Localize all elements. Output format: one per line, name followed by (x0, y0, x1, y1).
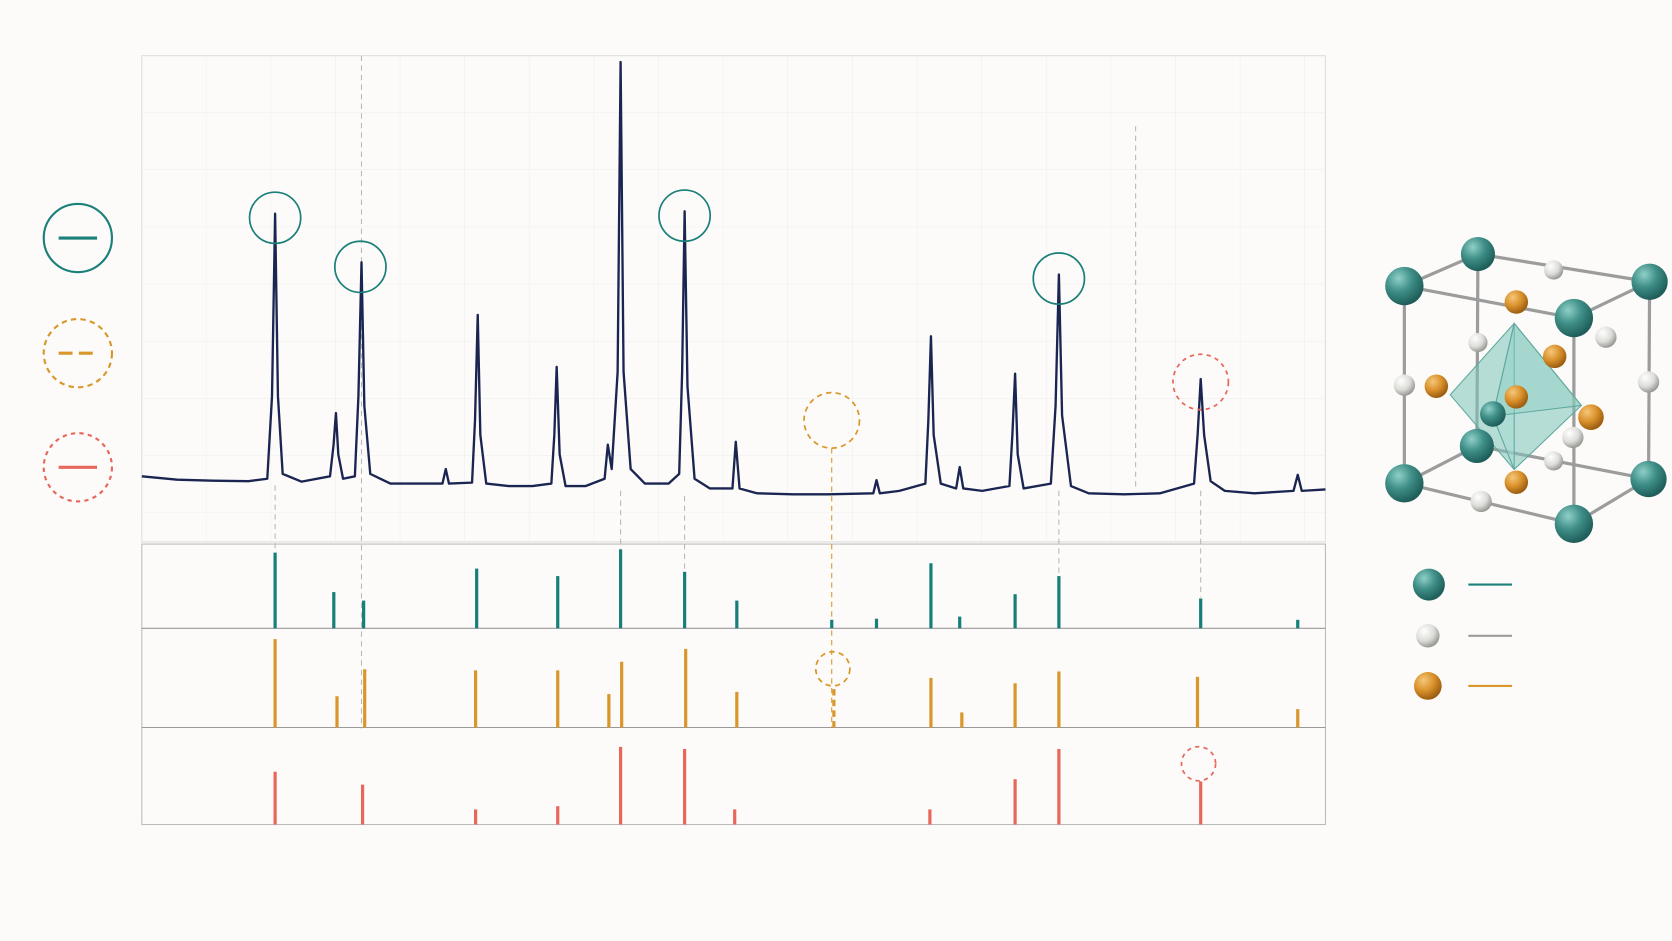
crystal-structure (1385, 236, 1668, 544)
peak-highlights (248, 189, 1230, 782)
marks (141, 60, 1326, 825)
diffraction-pattern (141, 60, 1326, 496)
guide-lines (274, 55, 1202, 729)
atom-legend (1412, 568, 1513, 700)
legend-icons (42, 202, 114, 503)
reference-panels (141, 543, 1326, 826)
